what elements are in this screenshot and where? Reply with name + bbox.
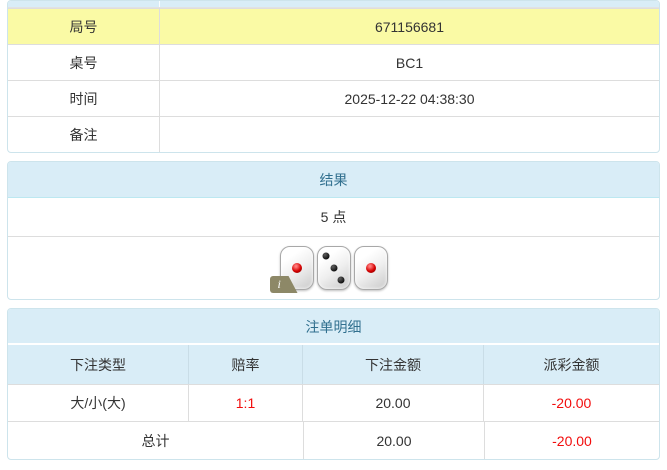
die-2	[316, 246, 351, 290]
cutoff-heading-divider	[8, 1, 160, 7]
result-points: 5 点	[8, 198, 659, 237]
info-row-round: 局号 671156681	[8, 8, 659, 44]
game-info-panel: 局号 671156681 桌号 BC1 时间 2025-12-22 04:38:…	[7, 0, 660, 153]
die-pip	[337, 276, 345, 284]
die-pip	[322, 252, 330, 260]
die-pip	[365, 263, 376, 273]
bet-details-title: 注单明细	[8, 309, 659, 345]
dice-row: i	[8, 237, 659, 299]
bet-amount-value: 20.00	[302, 385, 483, 421]
die-wrap-3	[353, 246, 388, 290]
info-row-table: 桌号 BC1	[8, 44, 659, 80]
bet-type-value: 大/小(大)	[70, 395, 126, 411]
round-number-label: 局号	[8, 9, 160, 44]
die-pip	[291, 263, 302, 273]
time-value: 2025-12-22 04:38:30	[344, 91, 475, 107]
die-3	[353, 246, 388, 290]
bet-row: 大/小(大) 1:1 20.00 -20.00	[8, 385, 659, 421]
result-panel-title: 结果	[8, 162, 659, 198]
round-number-value: 671156681	[374, 19, 445, 35]
total-label: 总计	[141, 433, 170, 449]
total-bet-amount: 20.00	[303, 422, 484, 459]
info-row-time: 时间 2025-12-22 04:38:30	[8, 80, 659, 116]
remark-label: 备注	[8, 117, 160, 152]
cutoff-panel-heading	[8, 1, 659, 8]
info-icon[interactable]: i	[269, 276, 298, 293]
col-odds: 赔率	[188, 345, 302, 384]
die-wrap-1: i	[269, 246, 314, 293]
col-payout-amount: 派彩金额	[483, 345, 659, 384]
info-row-remark: 备注	[8, 116, 659, 152]
table-number-label: 桌号	[8, 45, 160, 80]
result-panel: 结果 5 点 i	[7, 161, 660, 300]
time-label: 时间	[8, 81, 160, 116]
page: 局号 671156681 桌号 BC1 时间 2025-12-22 04:38:…	[7, 0, 660, 460]
col-bet-type: 下注类型	[70, 357, 126, 373]
die-wrap-2	[316, 246, 351, 290]
odds-value: 1:1	[188, 385, 302, 421]
table-number-value: BC1	[395, 55, 424, 71]
total-payout-amount: -20.00	[484, 422, 659, 459]
remark-value	[160, 117, 659, 152]
bet-details-panel: 注单明细 下注类型 赔率 下注金额 派彩金额 大/小(大) 1:1 20.00 …	[7, 308, 660, 460]
bet-details-header-row: 下注类型 赔率 下注金额 派彩金额	[8, 345, 659, 385]
col-bet-amount: 下注金额	[302, 345, 483, 384]
total-row: 总计 20.00 -20.00	[8, 421, 659, 459]
payout-amount-value: -20.00	[483, 385, 659, 421]
die-pip	[330, 264, 337, 272]
